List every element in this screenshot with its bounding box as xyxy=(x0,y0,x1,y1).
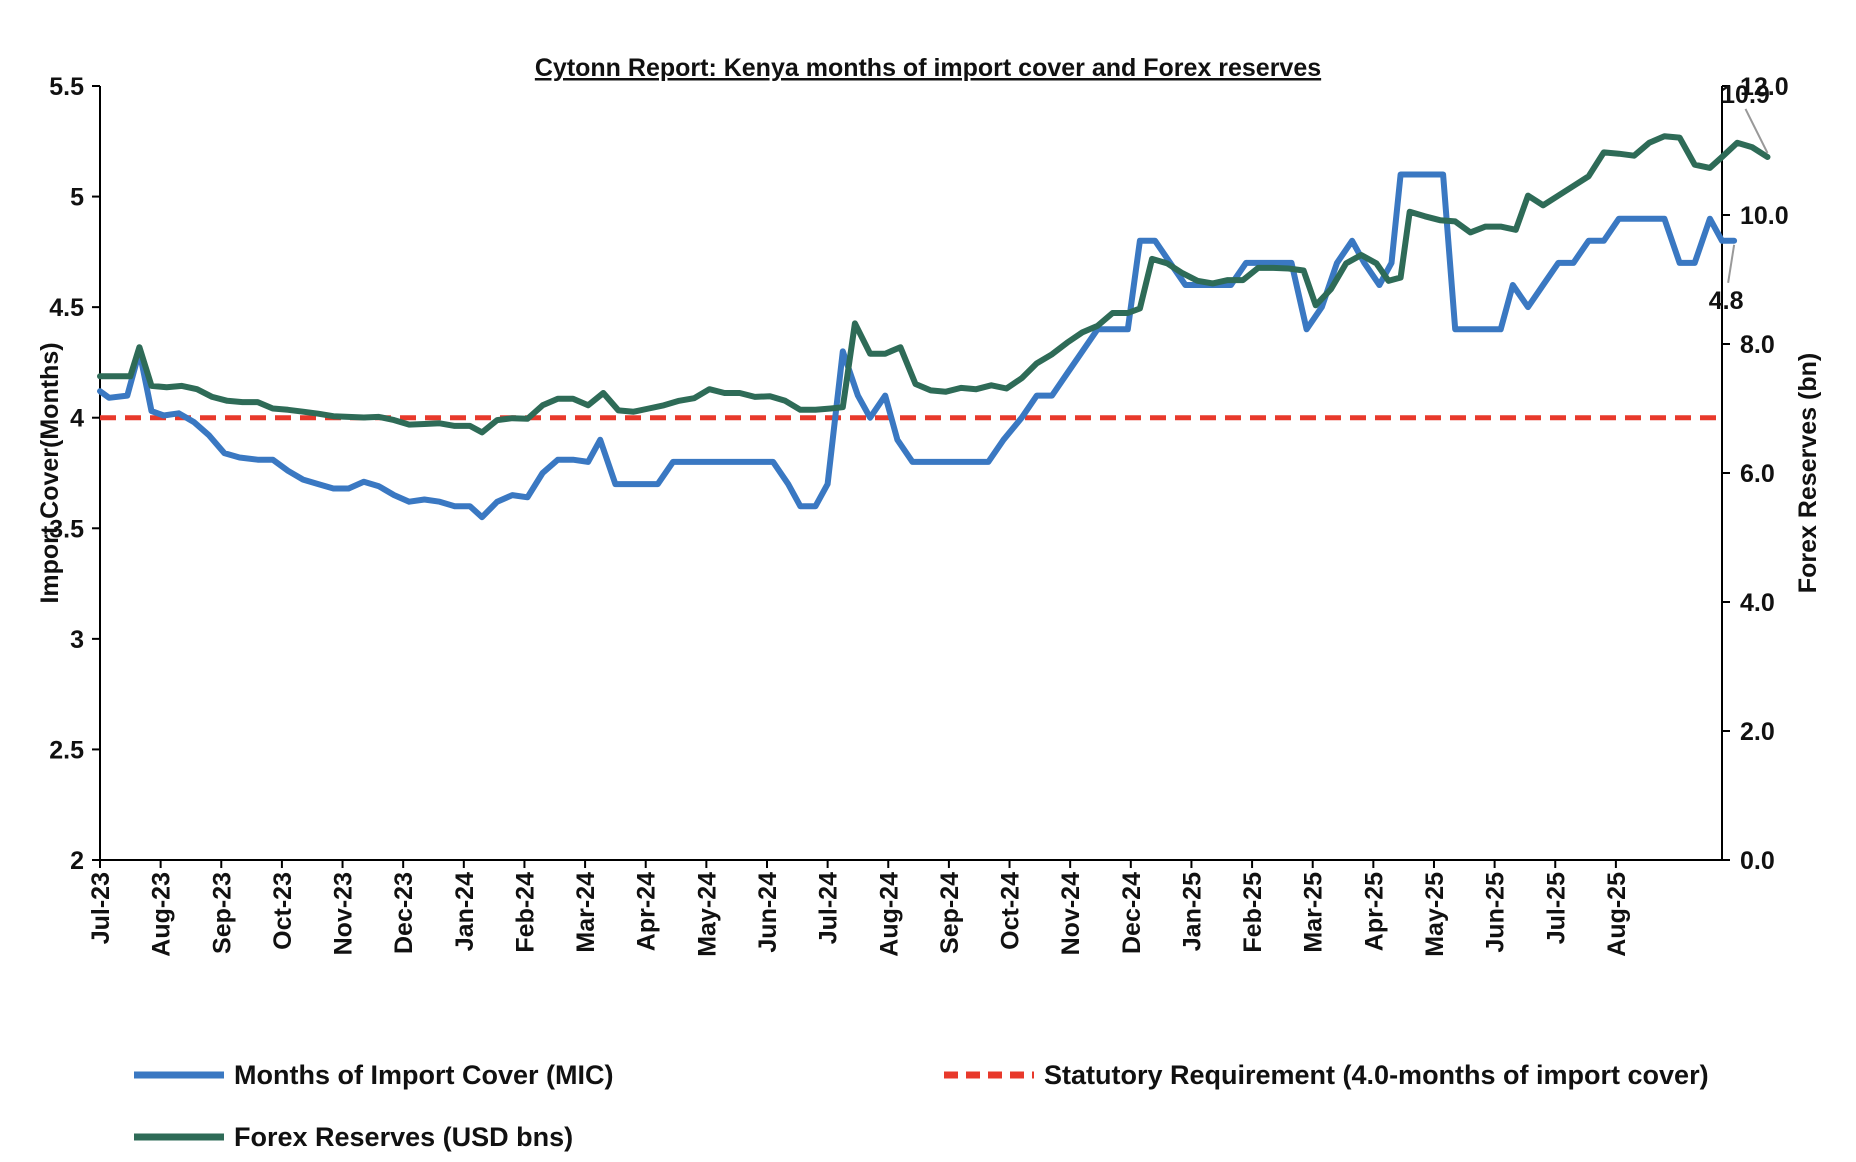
x-tick-label: Jan-25 xyxy=(1178,872,1206,951)
right-y-ticks: 0.0 2.0 4.0 6.0 8.0 10.0 12.0 xyxy=(1722,73,1789,875)
left-tick-label: 4 xyxy=(70,405,84,433)
x-tick-label: Dec-23 xyxy=(390,872,418,954)
x-tick-label: Oct-23 xyxy=(269,872,297,950)
left-tick-label: 5 xyxy=(70,184,84,212)
series-layer xyxy=(97,133,1771,521)
x-tick-label: Mar-24 xyxy=(572,872,600,953)
legend-item-statutory: Statutory Requirement (4.0-months of imp… xyxy=(944,1060,1709,1090)
x-tick-label: Aug-24 xyxy=(875,872,903,957)
left-tick-label: 2 xyxy=(70,847,84,875)
x-tick-label: Jan-24 xyxy=(451,872,479,951)
mic-series-line xyxy=(97,171,1738,521)
legend-label-statutory: Statutory Requirement (4.0-months of imp… xyxy=(1044,1060,1709,1090)
x-tick-label: Sep-24 xyxy=(936,872,964,954)
right-tick-label: 0.0 xyxy=(1740,847,1775,875)
right-tick-label: 6.0 xyxy=(1740,460,1775,488)
x-tick-label: Apr-25 xyxy=(1360,872,1388,951)
x-tick-label: Feb-25 xyxy=(1239,872,1267,953)
axes xyxy=(99,86,1723,861)
legend-label-forex: Forex Reserves (USD bns) xyxy=(234,1122,573,1152)
x-tick-label: Feb-24 xyxy=(511,872,539,953)
legend: Months of Import Cover (MIC) Statutory R… xyxy=(134,1060,1709,1152)
right-tick-label: 12.0 xyxy=(1740,73,1789,101)
left-tick-label: 3.5 xyxy=(49,515,84,543)
forex-series-line xyxy=(97,133,1771,436)
left-tick-label: 3 xyxy=(70,626,84,654)
left-tick-label: 4.5 xyxy=(49,294,84,322)
x-ticks: Jul-23 Aug-23 Sep-23 Oct-23 Nov-23 Dec-23 Jan-… xyxy=(87,860,1631,957)
x-tick-label: Oct-24 xyxy=(997,872,1025,950)
x-tick-label: Aug-23 xyxy=(148,872,176,957)
mic-callout-line xyxy=(1727,244,1736,283)
x-tick-label: Jul-25 xyxy=(1542,872,1570,944)
legend-item-mic: Months of Import Cover (MIC) xyxy=(134,1060,613,1090)
left-tick-label: 2.5 xyxy=(49,736,84,764)
x-tick-label: Jul-24 xyxy=(815,872,843,944)
right-tick-label: 4.0 xyxy=(1740,589,1775,617)
x-tick-label: Sep-23 xyxy=(208,872,236,954)
annotations: 10.9 4.8 xyxy=(1709,81,1770,315)
left-tick-label: 5.5 xyxy=(49,73,84,101)
right-tick-label: 2.0 xyxy=(1740,718,1775,746)
forex-callout-line xyxy=(1744,108,1769,154)
x-tick-label: May-24 xyxy=(693,872,721,957)
right-tick-label: 8.0 xyxy=(1740,331,1775,359)
y-axis-label-left: Import Cover(Months) xyxy=(36,342,64,603)
x-tick-label: Mar-25 xyxy=(1300,872,1328,953)
mic-last-value-label: 4.8 xyxy=(1709,287,1744,315)
x-tick-label: Nov-23 xyxy=(330,872,358,955)
y-axis-label-right: Forex Reserves (bn) xyxy=(1794,353,1822,593)
x-tick-label: Jun-24 xyxy=(754,872,782,953)
right-tick-label: 10.0 xyxy=(1740,202,1789,230)
x-tick-label: Apr-24 xyxy=(633,872,661,951)
x-tick-label: Dec-24 xyxy=(1118,872,1146,954)
x-tick-label: Jul-23 xyxy=(87,872,115,944)
legend-item-forex: Forex Reserves (USD bns) xyxy=(134,1122,573,1152)
chart-title: Cytonn Report: Kenya months of import co… xyxy=(535,54,1321,82)
legend-label-mic: Months of Import Cover (MIC) xyxy=(234,1060,613,1090)
forex-last-value-label: 10.9 xyxy=(1721,81,1770,109)
x-tick-label: Jun-25 xyxy=(1482,872,1510,953)
x-tick-label: Nov-24 xyxy=(1057,872,1085,955)
left-y-ticks: 2 2.5 3 3.5 4 4.5 5 5.5 xyxy=(49,73,100,875)
x-tick-label: Aug-25 xyxy=(1603,872,1631,957)
x-tick-label: May-25 xyxy=(1421,872,1449,957)
